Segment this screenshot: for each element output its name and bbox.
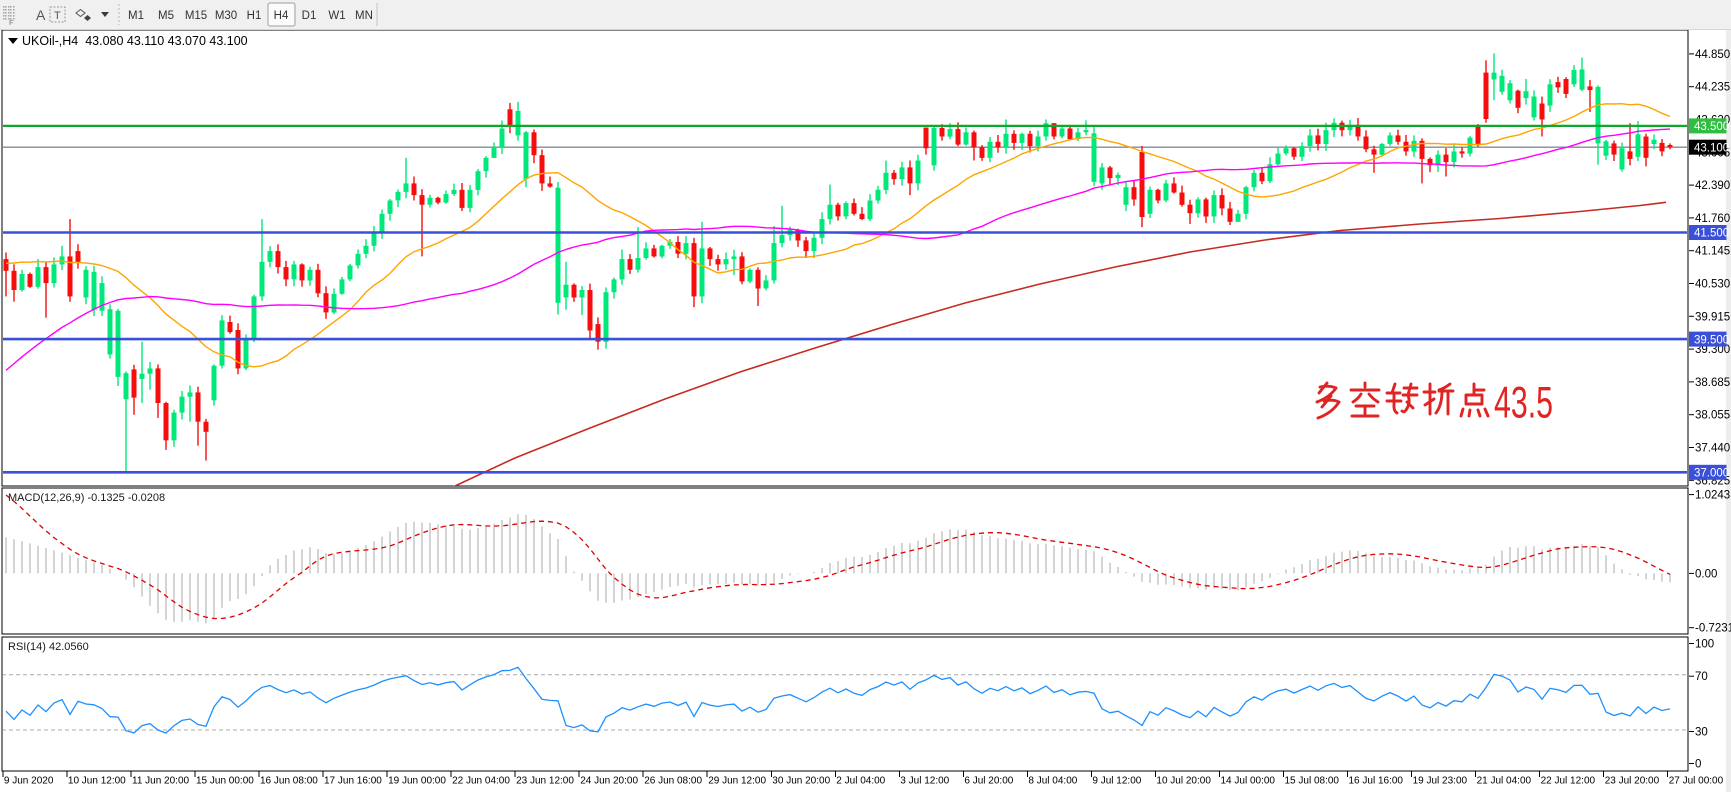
svg-text:16 Jul 16:00: 16 Jul 16:00: [1349, 776, 1404, 787]
svg-text:70: 70: [1695, 671, 1708, 683]
svg-text:22 Jul 12:00: 22 Jul 12:00: [1541, 776, 1596, 787]
svg-text:21 Jul 04:00: 21 Jul 04:00: [1477, 776, 1532, 787]
svg-text:D1: D1: [302, 10, 317, 22]
svg-text:M1: M1: [128, 10, 144, 22]
svg-text:10 Jun 12:00: 10 Jun 12:00: [68, 776, 126, 787]
svg-text:40.530: 40.530: [1695, 279, 1730, 291]
svg-text:39.915: 39.915: [1695, 311, 1730, 323]
svg-text:30: 30: [1695, 727, 1708, 739]
svg-text:9 Jul 12:00: 9 Jul 12:00: [1092, 776, 1141, 787]
svg-text:2 Jul 04:00: 2 Jul 04:00: [836, 776, 885, 787]
svg-text:44.850: 44.850: [1695, 49, 1730, 61]
svg-text:26 Jun 08:00: 26 Jun 08:00: [644, 776, 702, 787]
svg-text:14 Jul 00:00: 14 Jul 00:00: [1221, 776, 1276, 787]
svg-text:43.5: 43.5: [1494, 379, 1553, 428]
svg-text:MACD(12,26,9) -0.1325 -0.0208: MACD(12,26,9) -0.1325 -0.0208: [8, 492, 165, 504]
svg-text:H1: H1: [247, 10, 262, 22]
svg-text:41.760: 41.760: [1695, 213, 1730, 225]
svg-text:16 Jun 08:00: 16 Jun 08:00: [260, 776, 318, 787]
svg-text:17 Jun 16:00: 17 Jun 16:00: [324, 776, 382, 787]
svg-text:W1: W1: [328, 10, 345, 22]
svg-text:0.00: 0.00: [1695, 568, 1717, 580]
svg-text:42.390: 42.390: [1695, 180, 1730, 192]
svg-text:38.685: 38.685: [1695, 377, 1730, 389]
svg-text:T: T: [54, 10, 61, 22]
svg-text:F: F: [9, 18, 14, 27]
svg-text:M15: M15: [185, 10, 207, 22]
svg-text:41.500: 41.500: [1694, 228, 1729, 240]
svg-text:43.100: 43.100: [1694, 142, 1729, 154]
svg-text:23 Jul 20:00: 23 Jul 20:00: [1605, 776, 1660, 787]
svg-text:38.055: 38.055: [1695, 410, 1730, 422]
svg-text:6 Jul 20:00: 6 Jul 20:00: [964, 776, 1013, 787]
svg-text:H4: H4: [274, 10, 289, 22]
svg-text:22 Jun 04:00: 22 Jun 04:00: [452, 776, 510, 787]
svg-text:3 Jul 12:00: 3 Jul 12:00: [900, 776, 949, 787]
svg-text:0: 0: [1695, 759, 1701, 771]
svg-text:43.500: 43.500: [1694, 121, 1729, 133]
svg-text:19 Jun 00:00: 19 Jun 00:00: [388, 776, 446, 787]
svg-text:15 Jul 08:00: 15 Jul 08:00: [1285, 776, 1340, 787]
svg-text:MN: MN: [355, 10, 373, 22]
svg-text:24 Jun 20:00: 24 Jun 20:00: [580, 776, 638, 787]
svg-text:M5: M5: [158, 10, 174, 22]
svg-text:39.300: 39.300: [1695, 344, 1730, 356]
svg-text:A: A: [36, 7, 46, 23]
svg-text:15 Jun 00:00: 15 Jun 00:00: [196, 776, 254, 787]
svg-text:11 Jun 20:00: 11 Jun 20:00: [132, 776, 190, 787]
svg-text:9 Jun 2020: 9 Jun 2020: [4, 776, 54, 787]
svg-text:10 Jul 20:00: 10 Jul 20:00: [1156, 776, 1211, 787]
svg-text:100: 100: [1695, 639, 1714, 651]
svg-text:8 Jul 04:00: 8 Jul 04:00: [1028, 776, 1077, 787]
svg-text:30 Jun 20:00: 30 Jun 20:00: [772, 776, 830, 787]
svg-text:19 Jul 23:00: 19 Jul 23:00: [1413, 776, 1468, 787]
svg-text:27 Jul 00:00: 27 Jul 00:00: [1669, 776, 1724, 787]
svg-text:37.000: 37.000: [1694, 468, 1729, 480]
svg-text:M30: M30: [215, 10, 237, 22]
svg-text:44.235: 44.235: [1695, 82, 1730, 94]
svg-text:29 Jun 12:00: 29 Jun 12:00: [708, 776, 766, 787]
svg-text:37.440: 37.440: [1695, 443, 1730, 455]
svg-text:UKOil-,H4 43.080 43.110 43.07: UKOil-,H4 43.080 43.110 43.070 43.100: [22, 34, 248, 48]
svg-text:39.500: 39.500: [1694, 334, 1729, 346]
svg-text:1.0243: 1.0243: [1695, 490, 1730, 502]
svg-text:23 Jun 12:00: 23 Jun 12:00: [516, 776, 574, 787]
svg-text:41.145: 41.145: [1695, 246, 1730, 258]
svg-text:RSI(14) 42.0560: RSI(14) 42.0560: [8, 641, 89, 653]
svg-text:-0.7231: -0.7231: [1695, 623, 1731, 635]
